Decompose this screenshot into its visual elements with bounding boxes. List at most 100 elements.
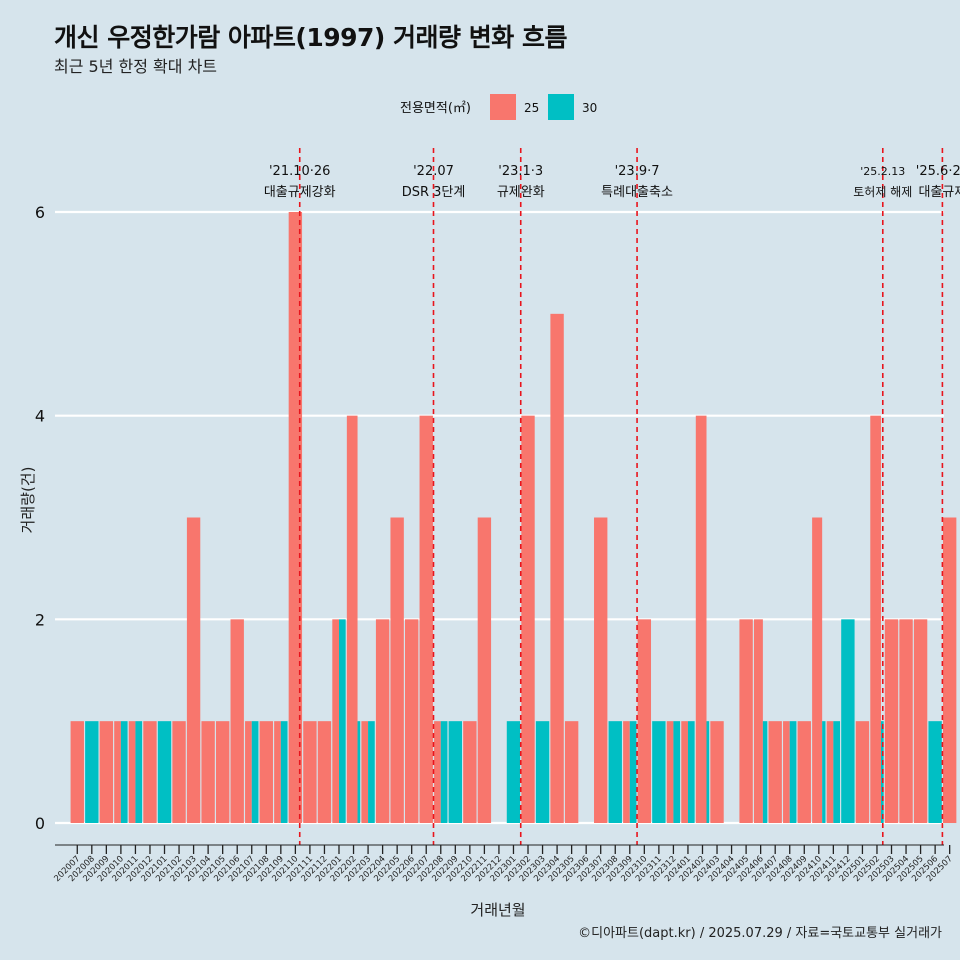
bar-25-202310 (637, 619, 652, 823)
bar-30-202008 (85, 721, 99, 823)
bars (70, 212, 957, 823)
bar-25-202403 (710, 721, 724, 823)
bar-25-202205 (390, 517, 404, 823)
bar-30-202202 (357, 721, 361, 823)
bar-25-202305 (564, 721, 579, 823)
bar-25-202210 (463, 721, 477, 823)
bar-25-202502 (870, 415, 881, 823)
bar-30-202203 (368, 721, 375, 823)
bar-30-202410 (822, 721, 826, 823)
bar-25-202409 (797, 721, 811, 823)
event-date-label: '25.2.13 (860, 165, 905, 178)
bar-25-202111 (303, 721, 317, 823)
event-name-label: DSR 3단계 (402, 185, 466, 200)
bar-25-202202 (346, 415, 358, 823)
bar-25-202503 (884, 619, 899, 823)
y-tick-label: 4 (35, 407, 45, 426)
bar-25-202407 (768, 721, 782, 823)
bar-30-202411 (833, 721, 841, 823)
bar-30-202506 (928, 721, 942, 823)
bar-25-202106 (230, 619, 244, 823)
event-name-label: 대출규제 (918, 185, 960, 200)
bar-25-202507 (942, 517, 957, 823)
bar-30-202011 (135, 721, 143, 823)
bar-25-202011 (128, 721, 136, 823)
bar-25-202411 (826, 721, 834, 823)
bar-25-202504 (899, 619, 913, 823)
bar-25-202103 (186, 517, 201, 823)
event-date-label: '23.9·7 (615, 164, 660, 179)
y-tick-label: 2 (35, 610, 45, 629)
bar-30-202301 (506, 721, 521, 823)
event-name-label: 토허제 해제 (853, 185, 912, 199)
legend-label-25: 25 (524, 101, 539, 115)
bar-25-202203 (361, 721, 369, 823)
event-name-label: 특례대출축소 (601, 185, 673, 200)
bar-25-202102 (172, 721, 186, 823)
bar-30-202309 (629, 721, 637, 823)
bar-25-202405 (739, 619, 753, 823)
bar-25-202107 (245, 721, 252, 823)
y-tick-label: 6 (35, 203, 45, 222)
bar-25-202410 (812, 517, 823, 823)
event-name-label: 대출규제강화 (264, 185, 336, 200)
event-annotations: '21.10·26 대출규제강화 '22.07 DSR 3단계 '23.1·3 규제완화 '… (264, 148, 960, 845)
bar-25-202009 (99, 721, 114, 823)
bar-25-202208 (434, 721, 441, 823)
bar-25-202207 (419, 415, 433, 823)
bar-25-202302 (521, 415, 535, 823)
bar-25-202109 (274, 721, 281, 823)
chart-title: 개신 우정한가람 아파트(1997) 거래량 변화 흐름 (54, 23, 567, 52)
bar-30-202109 (280, 721, 288, 823)
bar-30-202308 (608, 721, 622, 823)
bar-30-202401 (687, 721, 695, 823)
bar-25-202304 (550, 313, 564, 823)
event-date-label: '23.1·3 (498, 164, 543, 179)
bar-30-202010 (120, 721, 128, 823)
bar-25-202010 (114, 721, 121, 823)
bar-25-202206 (405, 619, 419, 823)
bar-25-202201 (332, 619, 339, 823)
y-axis-label: 거래량(건) (19, 467, 37, 534)
bar-25-202110 (288, 212, 303, 823)
event-date-label: '22.07 (413, 164, 454, 179)
bar-30-202402 (706, 721, 710, 823)
bar-25-202401 (681, 721, 688, 823)
bar-25-202211 (477, 517, 492, 823)
legend-swatch-30 (548, 94, 574, 120)
chart-subtitle: 최근 5년 한정 확대 차트 (54, 57, 218, 76)
bar-25-202204 (375, 619, 390, 823)
x-axis-label: 거래년월 (470, 901, 525, 919)
axes: 2020072020082020092020102020112020122021… (52, 844, 955, 884)
bar-30-202406 (762, 721, 768, 823)
bar-25-202105 (215, 721, 230, 823)
bar-25-202309 (623, 721, 630, 823)
bar-25-202007 (70, 721, 84, 823)
bar-30-202101 (157, 721, 172, 823)
bar-30-202311 (652, 721, 666, 823)
bar-30-202303 (535, 721, 550, 823)
y-tick-label: 0 (35, 814, 45, 833)
bar-25-202112 (317, 721, 332, 823)
bar-25-202307 (594, 517, 608, 823)
bar-30-202312 (673, 721, 681, 823)
source-caption: ©디아파트(dapt.kr) / 2025.07.29 / 자료=국토교통부 실… (578, 926, 942, 941)
event-date-label: '21.10·26 (269, 164, 330, 179)
event-name-label: 규제완화 (497, 185, 545, 200)
bar-30-202107 (251, 721, 259, 823)
bar-25-202108 (259, 721, 273, 823)
bar-25-202104 (201, 721, 215, 823)
bar-25-202406 (753, 619, 763, 823)
bar-25-202501 (855, 721, 870, 823)
bar-30-202408 (789, 721, 797, 823)
legend-swatch-25 (490, 94, 516, 120)
legend-title: 전용면적(㎡) (400, 101, 471, 116)
bar-25-202012 (143, 721, 157, 823)
bar-30-202209 (448, 721, 462, 823)
event-date-label: '25.6·27 (916, 164, 960, 179)
bar-25-202408 (783, 721, 790, 823)
bar-25-202505 (913, 619, 928, 823)
bar-25-202402 (695, 415, 707, 823)
bar-30-202208 (440, 721, 448, 823)
